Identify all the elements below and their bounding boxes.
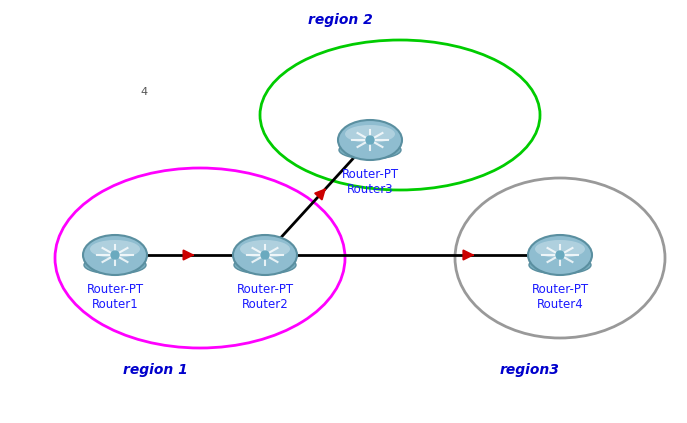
Ellipse shape	[528, 235, 592, 275]
Ellipse shape	[90, 240, 140, 258]
Ellipse shape	[233, 235, 297, 275]
Text: Router-PT
Router2: Router-PT Router2	[236, 283, 293, 311]
Ellipse shape	[83, 235, 147, 275]
Ellipse shape	[345, 125, 395, 143]
Ellipse shape	[84, 256, 146, 274]
Ellipse shape	[535, 240, 585, 258]
Ellipse shape	[234, 256, 296, 274]
Text: region3: region3	[500, 363, 560, 377]
Ellipse shape	[240, 240, 290, 258]
Ellipse shape	[339, 141, 401, 159]
Text: region 2: region 2	[308, 13, 372, 27]
Circle shape	[111, 251, 119, 259]
Ellipse shape	[338, 120, 402, 160]
Circle shape	[366, 136, 374, 144]
Text: region 1: region 1	[122, 363, 188, 377]
Ellipse shape	[529, 256, 591, 274]
Text: Router-PT
Router4: Router-PT Router4	[532, 283, 589, 311]
Circle shape	[261, 251, 269, 259]
Text: 4: 4	[140, 87, 147, 97]
Text: Router-PT
Router1: Router-PT Router1	[87, 283, 144, 311]
Circle shape	[556, 251, 564, 259]
Text: Router-PT
Router3: Router-PT Router3	[341, 168, 398, 196]
